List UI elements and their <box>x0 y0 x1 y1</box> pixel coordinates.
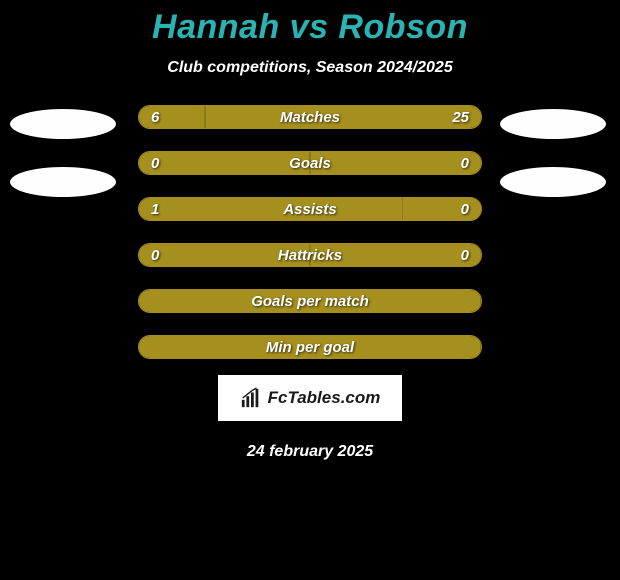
logo-box: FcTables.com <box>218 375 403 421</box>
stat-label: Matches <box>139 106 481 128</box>
page-title: Hannah vs Robson <box>0 8 620 47</box>
stat-label: Min per goal <box>139 336 481 358</box>
comparison-card: Hannah vs Robson Club competitions, Seas… <box>0 0 620 461</box>
date-line: 24 february 2025 <box>0 443 620 461</box>
stat-row: 625Matches <box>138 105 482 129</box>
stat-row: Min per goal <box>138 335 482 359</box>
stat-label: Assists <box>139 198 481 220</box>
stat-label: Goals <box>139 152 481 174</box>
right-badge-1 <box>500 109 606 139</box>
left-badge-1 <box>10 109 116 139</box>
stat-row: Goals per match <box>138 289 482 313</box>
stat-row: 10Assists <box>138 197 482 221</box>
bars-column: 625Matches 00Goals 10Assists 00Hattricks Goa… <box>138 105 482 359</box>
logo-text: FcTables.com <box>268 388 381 408</box>
left-badge-column <box>10 105 120 197</box>
stat-row: 00Hattricks <box>138 243 482 267</box>
stat-label: Goals per match <box>139 290 481 312</box>
stat-label: Hattricks <box>139 244 481 266</box>
stat-row: 00Goals <box>138 151 482 175</box>
right-badge-2 <box>500 167 606 197</box>
stats-area: 625Matches 00Goals 10Assists 00Hattricks Goa… <box>0 105 620 359</box>
logo-wrap: FcTables.com <box>0 375 620 421</box>
right-badge-column <box>500 105 610 197</box>
subtitle: Club competitions, Season 2024/2025 <box>0 59 620 77</box>
left-badge-2 <box>10 167 116 197</box>
fctables-icon <box>240 387 262 409</box>
